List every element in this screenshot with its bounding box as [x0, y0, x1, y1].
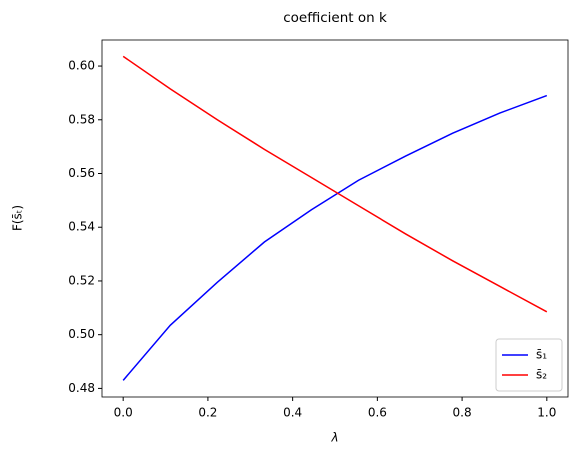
legend-box	[495, 338, 563, 392]
y-tick-label: 0.56	[68, 166, 95, 180]
y-axis-label: F(s̄ₜ)	[11, 205, 25, 231]
line-series	[122, 94, 548, 381]
legend-label: s̄₂	[536, 368, 547, 382]
axes-frame	[101, 39, 569, 398]
chart-title: coefficient on k	[283, 10, 387, 26]
x-tick-label: 0.4	[283, 406, 302, 420]
x-tick-label: 0.0	[114, 406, 133, 420]
y-tick-label: 0.58	[68, 112, 95, 126]
y-tick-label: 0.48	[68, 381, 95, 395]
y-tick-label: 0.60	[68, 59, 95, 73]
legend-label: s̄₁	[536, 348, 547, 362]
x-tick-label: 0.8	[453, 406, 472, 420]
x-axis-label: λ	[330, 431, 338, 445]
x-tick-label: 1.0	[537, 406, 556, 420]
x-tick-label: 0.2	[198, 406, 217, 420]
x-tick-label: 0.6	[368, 406, 387, 420]
y-tick-label: 0.54	[68, 220, 95, 234]
y-tick-label: 0.52	[68, 273, 95, 287]
y-tick-label: 0.50	[68, 327, 95, 341]
line-series	[122, 55, 548, 313]
